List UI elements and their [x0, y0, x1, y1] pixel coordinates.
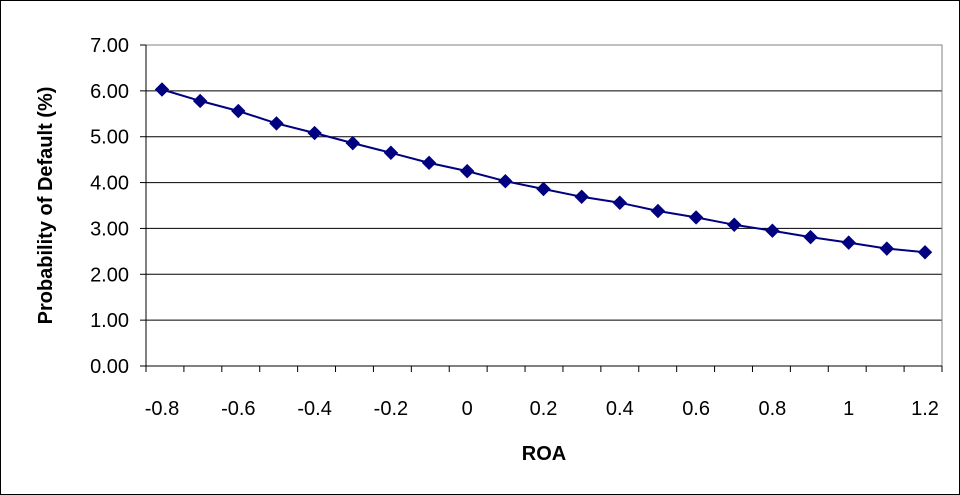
data-point [879, 241, 895, 256]
y-tick-label: 3.00 [90, 218, 129, 240]
data-point [688, 210, 704, 225]
data-point [498, 173, 513, 189]
data-point [574, 189, 589, 204]
y-tick-label: 2.00 [90, 264, 129, 286]
series-line [161, 88, 926, 254]
y-tick-label: 5.00 [90, 127, 129, 149]
x-axis-title: ROA [522, 443, 566, 465]
data-point [383, 145, 399, 160]
x-tick-label: 0.8 [758, 398, 786, 420]
data-point [841, 235, 856, 250]
x-tick-label: 0.4 [606, 398, 634, 420]
x-tick-label: -0.2 [374, 398, 408, 420]
data-point [269, 116, 284, 131]
y-tick-label: 7.00 [90, 35, 129, 57]
y-tick-label: 6.00 [90, 81, 129, 103]
data-point [650, 203, 666, 219]
x-tick-label: -0.8 [145, 398, 179, 420]
data-point [231, 103, 246, 119]
data-point [154, 82, 170, 97]
x-tick-label: 0.6 [682, 398, 710, 420]
plot-area [145, 44, 943, 367]
data-point [307, 125, 322, 141]
data-point [345, 135, 360, 151]
y-tick-label: 4.00 [90, 173, 129, 195]
x-tick-label: 1 [843, 398, 854, 420]
x-tick-label: -0.4 [297, 398, 331, 420]
data-point [917, 245, 933, 260]
x-tick-label: 0.2 [530, 398, 558, 420]
y-axis-title: Probability of Default (%) [35, 87, 57, 325]
y-tick-label: 0.00 [90, 356, 129, 378]
series-markers [154, 82, 933, 260]
x-tick-label: -0.6 [221, 398, 255, 420]
data-point [612, 195, 628, 210]
data-point [459, 163, 475, 179]
data-point [192, 93, 208, 109]
x-tick-labels: -0.8 -0.6 -0.4 -0.2 0 0.2 0.4 0.6 0.8 1 1.2 [145, 398, 939, 420]
axes [140, 44, 943, 372]
data-point [803, 229, 818, 245]
x-tick-label: 0 [462, 398, 473, 420]
data-point [536, 181, 551, 197]
y-tick-label: 1.00 [90, 310, 129, 332]
data-point [765, 223, 780, 238]
data-point [421, 155, 437, 171]
data-point [727, 217, 742, 232]
y-tick-labels: 0.00 1.00 2.00 3.00 4.00 5.00 6.00 7.00 [90, 35, 129, 378]
x-tick-label: 1.2 [911, 398, 939, 420]
